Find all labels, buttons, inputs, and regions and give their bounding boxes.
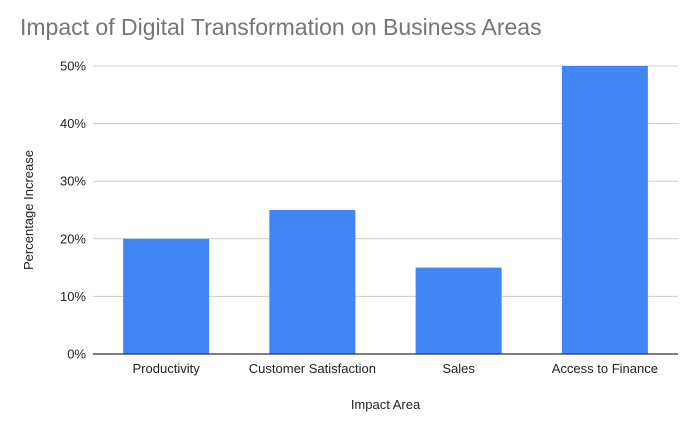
x-tick-label: Productivity — [133, 361, 201, 376]
x-tick-label: Customer Satisfaction — [249, 361, 376, 376]
chart-title: Impact of Digital Transformation on Busi… — [20, 14, 542, 40]
y-axis-title: Percentage Increase — [21, 150, 36, 270]
y-tick-label: 20% — [60, 231, 86, 246]
y-tick-label: 0% — [67, 347, 86, 362]
bar — [269, 210, 356, 354]
y-tick-label: 30% — [60, 174, 86, 189]
tick-labels: 0% 10% 20% 30% 40% 50% Productivity Customer Sa… — [60, 59, 658, 377]
y-tick-label: 10% — [60, 289, 86, 304]
x-tick-label: Access to Finance — [552, 361, 658, 376]
y-tick-label: 40% — [60, 116, 86, 131]
bar — [123, 238, 210, 354]
bars — [123, 66, 648, 354]
bar — [415, 267, 502, 354]
y-tick-label: 50% — [60, 59, 86, 74]
x-tick-label: Sales — [442, 361, 475, 376]
x-axis-title: Impact Area — [351, 397, 421, 412]
bar — [561, 66, 648, 354]
